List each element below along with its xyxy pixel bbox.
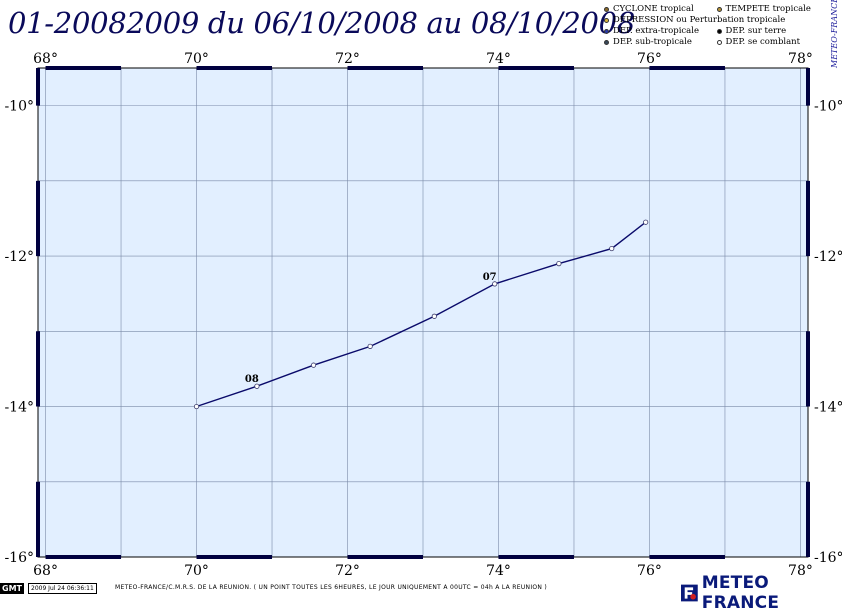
legend-label: DEPRESSION ou Perturbation tropicale xyxy=(613,15,786,25)
lon-tick-label-top: 70° xyxy=(184,51,209,67)
legend-item-depression: DEPRESSION ou Perturbation tropicale xyxy=(604,15,829,26)
legend-item-over-land: DEP. sur terre xyxy=(716,26,830,37)
track-point xyxy=(310,362,317,368)
legend-label: DEP. sub-tropicale xyxy=(613,37,692,47)
meteo-france-logo-icon xyxy=(681,584,698,602)
legend-item-cyclone: CYCLONE tropical xyxy=(604,4,717,15)
legend-label: TEMPETE tropicale xyxy=(725,4,811,14)
legend-item-subtropical: DEP. sub-tropicale xyxy=(604,37,717,48)
lon-tick-label-top: 78° xyxy=(788,51,813,67)
lat-tick-label-right: -16° xyxy=(814,550,842,566)
track-point xyxy=(643,219,649,225)
lon-tick-label-bottom: 76° xyxy=(637,563,662,579)
track-point xyxy=(492,281,498,287)
lon-tick-label-bottom: 74° xyxy=(486,563,511,579)
footer-note: METEO-FRANCE/C.M.R.S. DE LA REUNION. ( U… xyxy=(115,584,548,591)
footer: GMT 2009 Jul 24 06:36:11 METEO-FRANCE/C.… xyxy=(0,583,842,595)
lat-tick-label-right: -12° xyxy=(814,249,842,265)
lon-tick-label-bottom: 70° xyxy=(184,563,209,579)
legend-label: DEP. se comblant xyxy=(725,37,801,47)
legend-item-extratropical: DEP. extra-tropicale xyxy=(604,26,717,37)
lon-tick-label-top: 74° xyxy=(486,51,511,67)
dot-icon xyxy=(716,29,722,34)
brand: METEO FRANCE xyxy=(681,573,842,613)
timestamp: 2009 Jul 24 06:36:11 xyxy=(28,583,97,594)
track-point xyxy=(254,383,260,389)
dot-icon xyxy=(716,40,722,45)
dot-icon xyxy=(604,7,609,12)
lat-tick-label-right: -10° xyxy=(814,99,842,115)
lon-tick-label-bottom: 78° xyxy=(788,563,813,579)
lon-tick-label-bottom: 68° xyxy=(33,563,58,579)
track-point xyxy=(609,245,615,252)
track-point xyxy=(193,403,200,410)
track-point xyxy=(431,313,437,319)
legend-label: DEP. sur terre xyxy=(725,26,787,36)
lon-tick-label-top: 76° xyxy=(637,51,662,67)
lat-tick-label-left: -16° xyxy=(4,550,34,566)
gmt-badge: GMT xyxy=(0,583,24,594)
brand-name: METEO FRANCE xyxy=(701,573,780,613)
legend-item-tempete: TEMPETE tropicale xyxy=(716,4,830,15)
dot-icon xyxy=(604,29,609,34)
map-title: 01-20082009 du 06/10/2008 au 08/10/2008 xyxy=(8,6,635,40)
dot-icon xyxy=(604,18,609,23)
lon-tick-label-bottom: 72° xyxy=(335,563,360,579)
legend-item-filling: DEP. se comblant xyxy=(716,37,830,48)
legend-label: CYCLONE tropical xyxy=(613,4,694,14)
lon-tick-label-top: 72° xyxy=(335,51,360,67)
lon-tick-label-top: 68° xyxy=(33,51,58,67)
lat-tick-label-right: -14° xyxy=(814,400,842,416)
legend-label: DEP. extra-tropicale xyxy=(613,26,699,36)
day-label: 08 xyxy=(245,374,259,385)
dot-icon xyxy=(716,7,722,12)
legend: CYCLONE tropical TEMPETE tropicale DEPRE… xyxy=(604,4,829,48)
lat-tick-label-left: -14° xyxy=(4,400,34,416)
dot-icon xyxy=(604,40,609,45)
lat-tick-label-left: -10° xyxy=(4,99,34,115)
day-label: 07 xyxy=(483,272,497,283)
track-map: 68° 68° 70° 70° 72° 72° 74° 74° 76° 76° 78° 78° -10°… xyxy=(4,51,842,579)
track-point xyxy=(556,260,562,267)
lat-tick-label-left: -12° xyxy=(4,249,34,265)
track-point xyxy=(367,343,373,349)
